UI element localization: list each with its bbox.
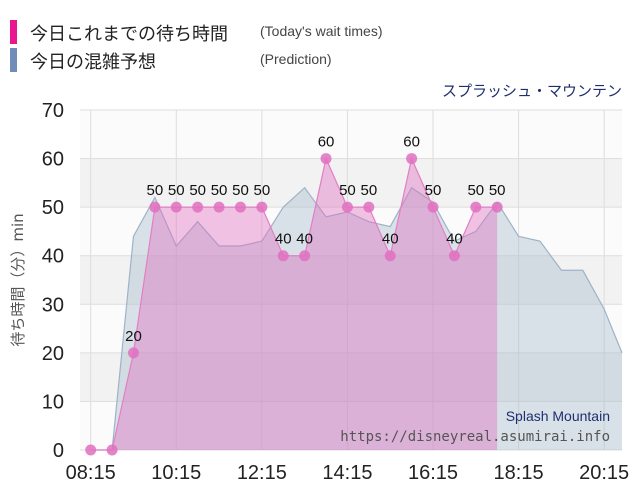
- y-axis-label: 待ち時間（分）min: [9, 213, 27, 346]
- data-label: 40: [382, 231, 399, 248]
- data-point: [277, 250, 289, 262]
- data-point: [470, 201, 482, 213]
- x-tick-label: 10:15: [151, 462, 201, 484]
- y-tick-label: 30: [42, 294, 64, 316]
- y-tick-label: 10: [42, 391, 64, 413]
- y-tick-label: 0: [53, 440, 64, 462]
- data-point: [234, 201, 246, 213]
- data-label: 50: [489, 182, 506, 199]
- data-point: [363, 201, 375, 213]
- plot-background: [80, 110, 622, 450]
- y-tick-label: 70: [42, 100, 64, 122]
- data-point: [192, 201, 204, 213]
- legend-swatch-today: [10, 20, 17, 44]
- data-point: [127, 347, 139, 359]
- legend-sub-prediction: (Prediction): [260, 51, 332, 67]
- grid-band: [80, 401, 622, 450]
- grid-band: [80, 304, 622, 353]
- data-label: 40: [446, 231, 463, 248]
- data-label: 50: [189, 182, 206, 199]
- data-label: 50: [254, 182, 271, 199]
- x-tick-label: 16:15: [408, 462, 458, 484]
- data-point: [149, 201, 161, 213]
- data-point: [213, 201, 225, 213]
- legend-label-prediction: 今日の混雑予想: [30, 52, 156, 73]
- data-point: [448, 250, 460, 262]
- data-point: [341, 201, 353, 213]
- legend-sub-today: (Today's wait times): [260, 23, 383, 39]
- data-point: [406, 153, 418, 165]
- data-label: 60: [403, 134, 420, 151]
- data-point: [170, 201, 182, 213]
- today-area: [90, 158, 498, 451]
- data-label: 50: [232, 182, 249, 199]
- data-point: [299, 250, 311, 262]
- x-tick-label: 14:15: [322, 462, 372, 484]
- data-point: [85, 444, 97, 456]
- data-point: [106, 444, 118, 456]
- data-label: 60: [318, 134, 335, 151]
- watermark-url: https://disneyreal.asumirai.info: [340, 429, 610, 445]
- data-point: [427, 201, 439, 213]
- prediction-line: [90, 186, 623, 451]
- prediction-area: [90, 187, 622, 450]
- data-label: 50: [211, 182, 228, 199]
- x-tick-label: 12:15: [237, 462, 287, 484]
- y-tick-label: 50: [42, 197, 64, 219]
- y-tick-label: 40: [42, 246, 64, 268]
- legend-label-today: 今日これまでの待ち時間: [30, 24, 228, 45]
- legend-swatch-prediction: [10, 48, 17, 72]
- data-label: 50: [425, 182, 442, 199]
- watermark-name: Splash Mountain: [506, 408, 610, 424]
- data-point: [491, 201, 503, 213]
- data-label: 50: [360, 182, 377, 199]
- data-label: 50: [339, 182, 356, 199]
- y-tick-label: 60: [42, 149, 64, 171]
- x-tick-label: 08:15: [66, 462, 116, 484]
- x-tick-label: 20:15: [579, 462, 629, 484]
- chart-title: スプラッシュ・マウンテン: [442, 82, 622, 100]
- data-label: 20: [125, 328, 142, 345]
- data-label: 50: [147, 182, 164, 199]
- grid-band: [80, 110, 622, 159]
- data-label: 40: [275, 231, 292, 248]
- data-point: [320, 153, 332, 165]
- data-point: [256, 201, 268, 213]
- y-tick-label: 20: [42, 343, 64, 365]
- data-label: 50: [168, 182, 185, 199]
- data-label: 40: [296, 231, 313, 248]
- data-point: [384, 250, 396, 262]
- x-tick-label: 18:15: [494, 462, 544, 484]
- data-label: 50: [467, 182, 484, 199]
